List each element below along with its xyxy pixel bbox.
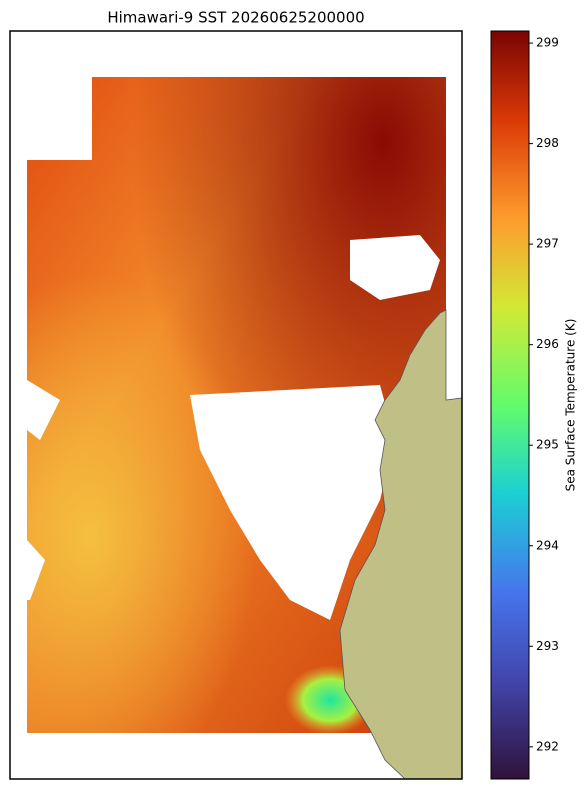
- cloud-mask: [350, 235, 440, 300]
- colorbar-tick-label: 295: [536, 438, 559, 452]
- colorbar-tick-label: 297: [536, 237, 559, 251]
- map: [9, 30, 463, 780]
- colorbar-tick-label: 293: [536, 639, 559, 653]
- colorbar-label: Sea Surface Temperature (K): [564, 319, 578, 492]
- colorbar-tick-label: 294: [536, 538, 559, 552]
- colorbar-tick-label: 299: [536, 36, 559, 50]
- colorbar-tick-label: 296: [536, 337, 559, 351]
- colorbar-tick-label: 298: [536, 136, 559, 150]
- map-frame: [9, 30, 463, 780]
- map-title: Himawari-9 SST 20260625200000: [107, 9, 364, 27]
- colorbar: [490, 30, 530, 780]
- colorbar-tick-label: 292: [536, 739, 559, 753]
- cloud-mask: [190, 385, 395, 620]
